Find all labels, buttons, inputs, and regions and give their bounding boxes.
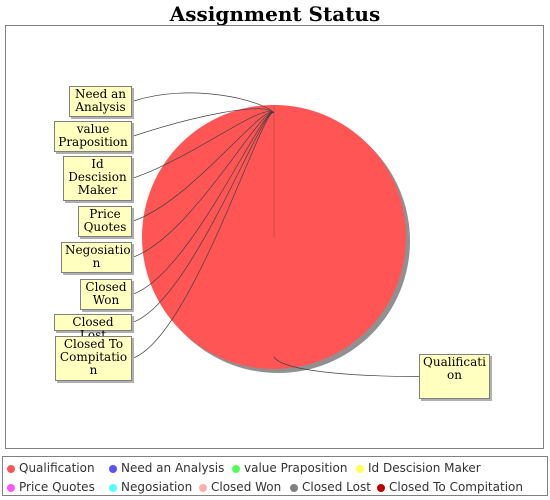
callout-negosiation: Negosiatio n	[61, 242, 132, 273]
legend-item-closed-won[interactable]: Closed Won	[199, 480, 281, 494]
callout-line	[131, 111, 275, 179]
callout-line	[131, 111, 275, 222]
legend-label: Closed Won	[211, 480, 282, 494]
legend-label: Need an Analysis	[121, 461, 225, 475]
callout-qualification: Qualificati on	[419, 354, 490, 399]
legend-item-price-quotes[interactable]: Price Quotes	[7, 480, 95, 494]
legend-swatch	[199, 484, 207, 492]
legend-swatch	[7, 465, 15, 473]
callout-closed-lost: Closed Lost	[54, 314, 132, 342]
legend-swatch	[109, 465, 117, 473]
callout-line	[131, 112, 275, 295]
callout-closed-won: Closed Won	[80, 279, 132, 310]
callout-line	[131, 108, 275, 137]
chart-title: Assignment Status	[169, 2, 381, 26]
legend-item-negosiation[interactable]: Negosiation	[109, 480, 192, 494]
legend-swatch	[290, 484, 298, 492]
legend-label: Negosiation	[121, 480, 193, 494]
legend-item-value-praposition[interactable]: value Praposition	[232, 461, 347, 475]
legend-swatch	[7, 484, 15, 492]
callout-line	[131, 112, 275, 359]
callout-line	[273, 356, 420, 377]
legend-swatch	[109, 484, 117, 492]
callout-line	[131, 112, 275, 323]
legend-label: value Praposition	[244, 461, 348, 475]
callout-id-descision-maker: Id Descision Maker	[63, 156, 132, 201]
legend-swatch	[356, 465, 364, 473]
callout-need-an-analysis: Need an Analysis	[69, 86, 132, 117]
legend-label: Closed Lost	[302, 480, 371, 494]
legend-label: Closed To Compitation	[389, 480, 523, 494]
legend-swatch	[232, 465, 240, 473]
callout-value-praposition: value Praposition	[54, 121, 132, 152]
legend-item-qualification[interactable]: Qualification	[7, 461, 95, 475]
legend-label: Id Descision Maker	[368, 461, 481, 475]
callout-closed-to-compitation: Closed To Compitatio n	[55, 336, 132, 381]
legend: Qualification Need an Analysis value Prapo…	[2, 456, 548, 496]
callout-line	[131, 112, 275, 258]
legend-label: Qualification	[19, 461, 95, 475]
legend-item-closed-to-compitation[interactable]: Closed To Compitation	[377, 480, 523, 494]
legend-item-id-descision-maker[interactable]: Id Descision Maker	[356, 461, 481, 475]
legend-item-need-an-analysis[interactable]: Need an Analysis	[109, 461, 224, 475]
legend-item-closed-lost[interactable]: Closed Lost	[290, 480, 371, 494]
callout-line	[131, 92, 275, 114]
callout-price-quotes: Price Quotes	[78, 206, 132, 237]
legend-label: Price Quotes	[19, 480, 95, 494]
legend-swatch	[377, 484, 385, 492]
